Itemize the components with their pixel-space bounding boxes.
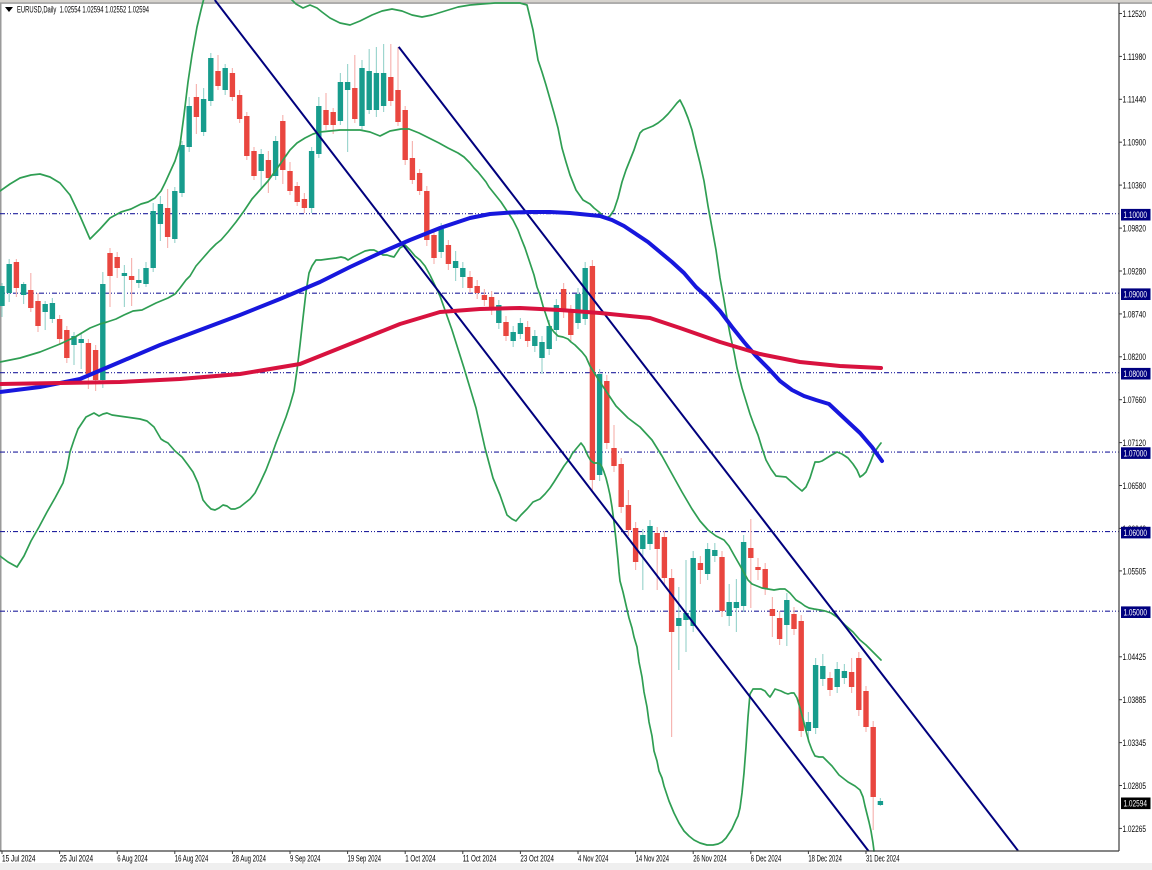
svg-text:1.05505: 1.05505	[1123, 566, 1147, 577]
svg-text:26 Nov 2024: 26 Nov 2024	[693, 854, 727, 865]
svg-text:1.11440: 1.11440	[1123, 95, 1147, 106]
svg-text:EURUSD,Daily 1.02554 1.02594: EURUSD,Daily 1.02554 1.02594 1.02552 1.0…	[17, 5, 149, 16]
svg-text:9 Sep 2024: 9 Sep 2024	[290, 854, 321, 865]
svg-text:1.05000: 1.05000	[1124, 608, 1148, 619]
svg-text:14 Nov 2024: 14 Nov 2024	[636, 854, 670, 865]
svg-text:1.11980: 1.11980	[1123, 52, 1147, 63]
svg-text:28 Aug 2024: 28 Aug 2024	[232, 854, 266, 865]
svg-text:1.09820: 1.09820	[1123, 224, 1147, 235]
svg-text:1.02594: 1.02594	[1124, 799, 1148, 810]
svg-text:1.08740: 1.08740	[1123, 309, 1147, 320]
svg-text:4 Nov 2024: 4 Nov 2024	[578, 854, 609, 865]
svg-text:19 Sep 2024: 19 Sep 2024	[348, 854, 382, 865]
svg-text:1.12520: 1.12520	[1123, 9, 1147, 20]
svg-text:1.03885: 1.03885	[1123, 695, 1147, 706]
svg-text:1.02805: 1.02805	[1123, 781, 1147, 792]
svg-text:1.04425: 1.04425	[1123, 652, 1147, 663]
svg-text:16 Aug 2024: 16 Aug 2024	[175, 854, 209, 865]
svg-text:1.06000: 1.06000	[1124, 528, 1148, 539]
svg-text:15 Jul 2024: 15 Jul 2024	[2, 854, 36, 865]
svg-text:11 Oct 2024: 11 Oct 2024	[463, 854, 497, 865]
svg-text:1.07000: 1.07000	[1124, 449, 1148, 460]
svg-text:1.07660: 1.07660	[1123, 395, 1147, 406]
svg-text:6 Dec 2024: 6 Dec 2024	[751, 854, 782, 865]
svg-text:31 Dec 2024: 31 Dec 2024	[866, 854, 900, 865]
svg-text:18 Dec 2024: 18 Dec 2024	[808, 854, 842, 865]
svg-text:1.06580: 1.06580	[1123, 481, 1147, 492]
svg-text:23 Oct 2024: 23 Oct 2024	[520, 854, 554, 865]
svg-text:1.08200: 1.08200	[1123, 352, 1147, 363]
svg-text:1 Oct 2024: 1 Oct 2024	[405, 854, 436, 865]
svg-text:1.08000: 1.08000	[1124, 369, 1148, 380]
svg-text:1.10000: 1.10000	[1124, 210, 1148, 221]
svg-text:1.10360: 1.10360	[1123, 181, 1147, 192]
svg-text:1.02265: 1.02265	[1123, 824, 1147, 835]
svg-text:1.09000: 1.09000	[1124, 290, 1148, 301]
svg-text:25 Jul 2024: 25 Jul 2024	[60, 854, 94, 865]
svg-text:1.10900: 1.10900	[1123, 138, 1147, 149]
svg-text:1.07120: 1.07120	[1123, 438, 1147, 449]
svg-text:6 Aug 2024: 6 Aug 2024	[117, 854, 148, 865]
svg-text:1.03345: 1.03345	[1123, 738, 1147, 749]
svg-text:1.09280: 1.09280	[1123, 266, 1147, 277]
